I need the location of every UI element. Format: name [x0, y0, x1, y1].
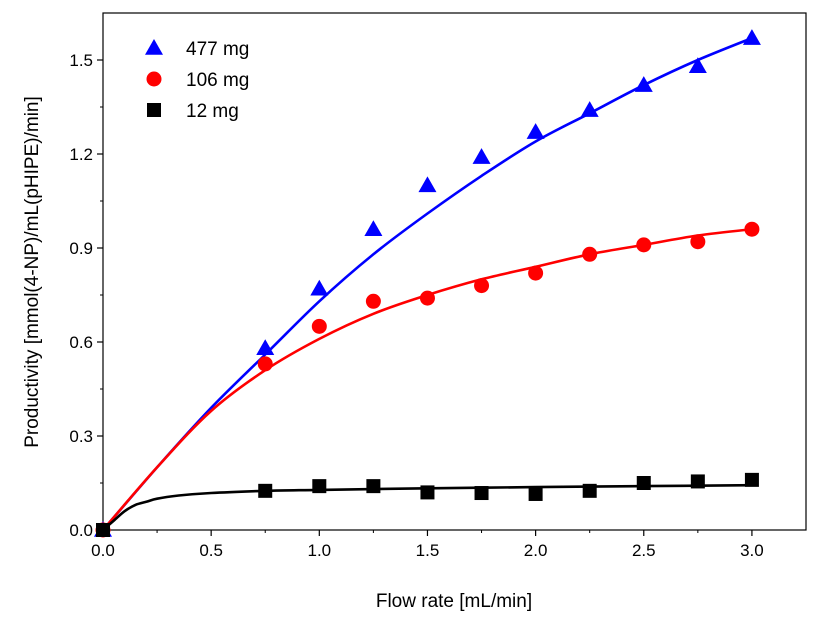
data-point-477-mg [580, 101, 599, 117]
y-tick-label: 0.9 [69, 239, 93, 258]
data-point-12-mg [420, 485, 435, 500]
y-axis-title: Productivity [mmol(4-NP)/mL(pHIPE)/min] [22, 96, 43, 448]
data-points [94, 29, 761, 538]
plot-frame [102, 12, 807, 531]
data-point-12-mg [636, 476, 651, 490]
x-tick-label: 2.0 [524, 541, 548, 560]
data-point-477-mg [742, 29, 761, 45]
fit-curve-12-mg [102, 483, 752, 531]
y-tick-label: 0.3 [69, 427, 93, 446]
x-tick-label: 3.0 [740, 541, 764, 560]
data-point-12-mg [366, 479, 381, 494]
x-tick-label: 0.0 [91, 541, 115, 560]
data-point-477-mg [310, 279, 329, 296]
legend-label-12-mg: 12 mg [186, 101, 239, 122]
data-point-477-mg [418, 176, 437, 193]
axis-ticks: 0.0 0.5 1.0 1.5 2.0 2.5 3.0 0.0 0.3 0.6 0.9 1.2 1.5 [69, 51, 763, 560]
data-point-106-mg [419, 290, 435, 306]
legend-marker-477-mg [145, 39, 163, 55]
x-tick-label: 0.5 [199, 541, 223, 560]
data-point-106-mg [311, 318, 327, 334]
legend: 477 mg 106 mg 12 mg [145, 39, 249, 122]
data-point-477-mg [526, 123, 545, 139]
data-point-12-mg [312, 479, 327, 494]
legend-label-477-mg: 477 mg [186, 39, 249, 60]
data-point-477-mg [688, 57, 707, 74]
data-point-106-mg [257, 356, 273, 372]
y-tick-label: 0.6 [69, 333, 93, 352]
data-point-106-mg [636, 237, 652, 253]
legend-marker-12-mg [147, 103, 161, 117]
legend-marker-106-mg [146, 71, 162, 87]
data-point-12-mg [744, 472, 759, 487]
data-point-106-mg [690, 234, 706, 250]
data-point-106-mg [528, 265, 544, 281]
data-point-12-mg [258, 483, 273, 498]
x-tick-label: 1.0 [307, 541, 331, 560]
x-tick-label: 1.5 [416, 541, 440, 560]
data-point-106-mg [365, 293, 381, 309]
data-point-12-mg [690, 474, 705, 489]
data-point-106-mg [582, 246, 598, 262]
data-point-12-mg [96, 523, 110, 537]
legend-label-106-mg: 106 mg [186, 70, 249, 91]
data-point-12-mg [582, 483, 597, 498]
data-point-477-mg [472, 148, 491, 164]
data-point-477-mg [256, 339, 275, 356]
y-tick-label: 1.2 [69, 145, 93, 164]
data-point-477-mg [364, 220, 383, 236]
data-point-12-mg [528, 486, 543, 501]
data-point-477-mg [634, 76, 653, 92]
y-tick-label: 1.5 [69, 51, 93, 70]
y-tick-label: 0.0 [69, 521, 93, 540]
data-point-106-mg [474, 278, 490, 294]
x-tick-label: 2.5 [632, 541, 656, 560]
data-point-106-mg [744, 221, 760, 237]
x-axis-title: Flow rate [mL/min] [376, 591, 532, 612]
data-point-12-mg [474, 486, 489, 501]
